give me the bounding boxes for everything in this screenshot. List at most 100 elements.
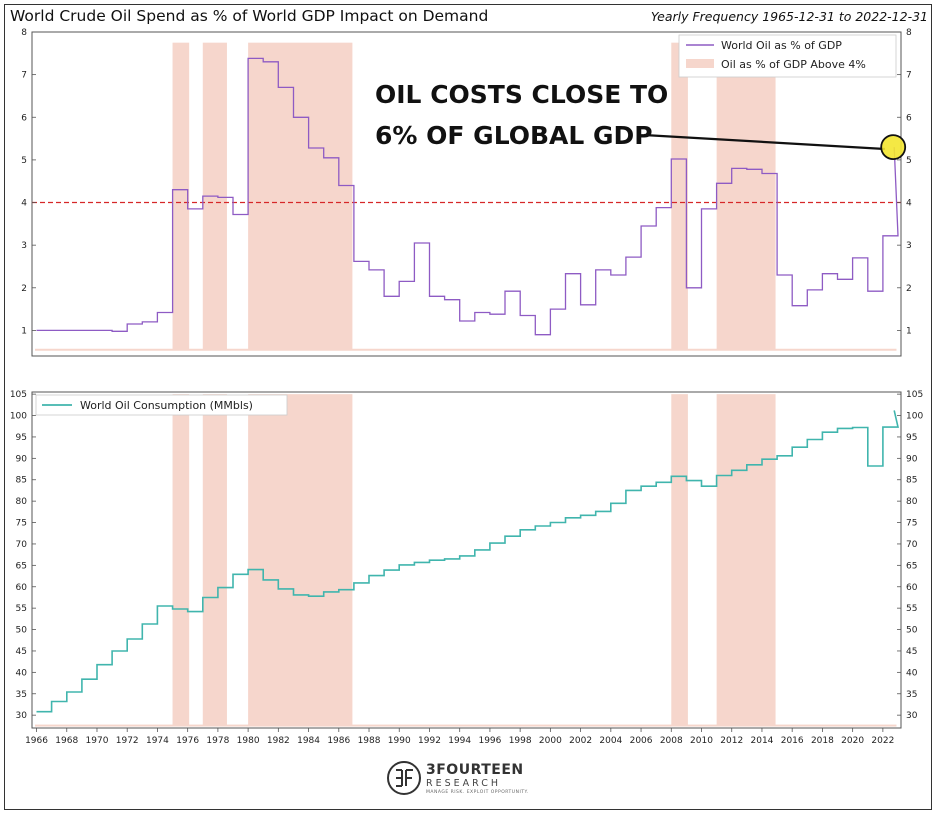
chart-title: World Crude Oil Spend as % of World GDP …: [10, 7, 489, 25]
y-tick-label-right: 45: [906, 647, 917, 657]
chart-subtitle: Yearly Frequency 1965-12-31 to 2022-12-3…: [650, 9, 928, 24]
x-tick-label: 1992: [418, 736, 441, 746]
highlight-circle: [880, 134, 907, 161]
x-tick-label: 2010: [690, 736, 713, 746]
y-tick-label-right: 2: [906, 284, 912, 294]
x-tick-label: 2006: [630, 736, 653, 746]
y-tick-label-right: 30: [906, 711, 918, 721]
y-tick-label: 8: [21, 28, 27, 38]
y-tick-label: 70: [16, 540, 28, 550]
x-tick-label: 2000: [539, 736, 562, 746]
annotation-line-1: OIL COSTS CLOSE TO: [375, 80, 668, 109]
y-tick-label-right: 55: [906, 604, 917, 614]
x-tick-label: 2022: [871, 736, 894, 746]
legend-label-shade: Oil as % of GDP Above 4%: [721, 58, 866, 71]
x-tick-label: 1984: [297, 736, 320, 746]
x-tick-label: 2008: [660, 736, 683, 746]
annotation-pointer: [643, 133, 886, 151]
y-tick-label: 100: [10, 412, 27, 422]
x-tick-label: 1980: [237, 736, 260, 746]
y-tick-label-right: 7: [906, 71, 912, 81]
y-tick-label: 3: [21, 241, 27, 251]
x-tick-label: 1988: [358, 736, 381, 746]
y-tick-label-right: 65: [906, 561, 917, 571]
x-tick-label: 1972: [116, 736, 139, 746]
legend-label-oil-gdp: World Oil as % of GDP: [721, 39, 842, 52]
consumption-line: [36, 410, 900, 713]
shade-baseline: [35, 724, 897, 727]
x-tick-label: 1986: [327, 736, 350, 746]
shaded-period: [172, 42, 190, 350]
x-tick-label: 1994: [448, 736, 471, 746]
x-tick-label: 2012: [720, 736, 743, 746]
y-tick-label: 40: [16, 668, 28, 678]
y-tick-label: 105: [10, 390, 27, 400]
y-tick-label-right: 8: [906, 28, 912, 38]
y-tick-label-right: 3: [906, 241, 912, 251]
y-tick-label-right: 70: [906, 540, 918, 550]
y-tick-label: 2: [21, 284, 27, 294]
top-legend: World Oil as % of GDP Oil as % of GDP Ab…: [678, 34, 897, 78]
y-tick-label-right: 105: [906, 390, 923, 400]
bottom-panel: 30 30 35 35 40 40 45 45 50 50 55 55 60 60 65 65 70 70 75 75…: [10, 390, 924, 746]
y-tick-label-right: 80: [906, 497, 918, 507]
logo-subtitle: RESEARCH: [426, 778, 502, 789]
y-tick-label: 75: [16, 519, 27, 529]
y-tick-label: 95: [16, 433, 27, 443]
bottom-plot-area: [31, 391, 902, 729]
y-tick-label-right: 5: [906, 156, 912, 166]
x-tick-label: 1982: [267, 736, 290, 746]
top-plot-area: [31, 31, 902, 357]
x-tick-label: 1998: [509, 736, 532, 746]
x-tick-label: 1996: [478, 736, 501, 746]
y-tick-label: 50: [16, 626, 28, 636]
y-tick-label-right: 75: [906, 519, 917, 529]
logo-tagline: MANAGE RISK. EXPLOIT OPPORTUNITY.: [426, 790, 529, 795]
y-tick-label: 65: [16, 561, 27, 571]
y-tick-label: 80: [16, 497, 28, 507]
y-tick-label: 7: [21, 71, 27, 81]
x-tick-label: 1970: [86, 736, 109, 746]
y-tick-label: 45: [16, 647, 27, 657]
y-tick-label-right: 60: [906, 583, 918, 593]
oil-gdp-line: [36, 57, 899, 336]
y-tick-label: 90: [16, 454, 28, 464]
shaded-period: [716, 394, 776, 726]
x-tick-label: 1966: [25, 736, 48, 746]
x-tick-label: 2004: [599, 736, 622, 746]
y-tick-label-right: 50: [906, 626, 918, 636]
y-tick-label-right: 4: [906, 199, 912, 209]
legend-swatch-shade: [686, 59, 714, 68]
y-tick-label: 6: [21, 113, 27, 123]
y-tick-label: 85: [16, 476, 27, 486]
y-tick-label-right: 85: [906, 476, 917, 486]
shaded-period: [671, 42, 688, 350]
x-tick-label: 2002: [569, 736, 592, 746]
y-tick-label-right: 95: [906, 433, 917, 443]
x-tick-label: 2018: [811, 736, 834, 746]
y-tick-label: 1: [21, 326, 27, 336]
bottom-legend: World Oil Consumption (MMbls): [35, 394, 288, 416]
x-tick-label: 2014: [751, 736, 774, 746]
shaded-period: [172, 394, 190, 726]
y-tick-label-right: 35: [906, 690, 917, 700]
x-tick-label: 2020: [841, 736, 864, 746]
x-tick-label: 1978: [206, 736, 229, 746]
logo-name: 3FOURTEEN: [426, 762, 524, 778]
y-tick-label-right: 100: [906, 412, 923, 422]
y-tick-label: 4: [21, 199, 27, 209]
logo-mark-icon: [387, 761, 421, 795]
y-tick-label-right: 90: [906, 454, 918, 464]
y-tick-label-right: 6: [906, 113, 912, 123]
y-tick-label: 55: [16, 604, 27, 614]
shaded-period: [716, 42, 776, 350]
x-tick-label: 1968: [55, 736, 78, 746]
shaded-period: [248, 394, 353, 726]
annotation: OIL COSTS CLOSE TO 6% OF GLOBAL GDP: [375, 80, 907, 161]
y-tick-label: 5: [21, 156, 27, 166]
shade-baseline: [35, 348, 897, 351]
shaded-period: [248, 42, 353, 350]
y-tick-label-right: 40: [906, 668, 918, 678]
y-tick-label-right: 1: [906, 326, 912, 336]
